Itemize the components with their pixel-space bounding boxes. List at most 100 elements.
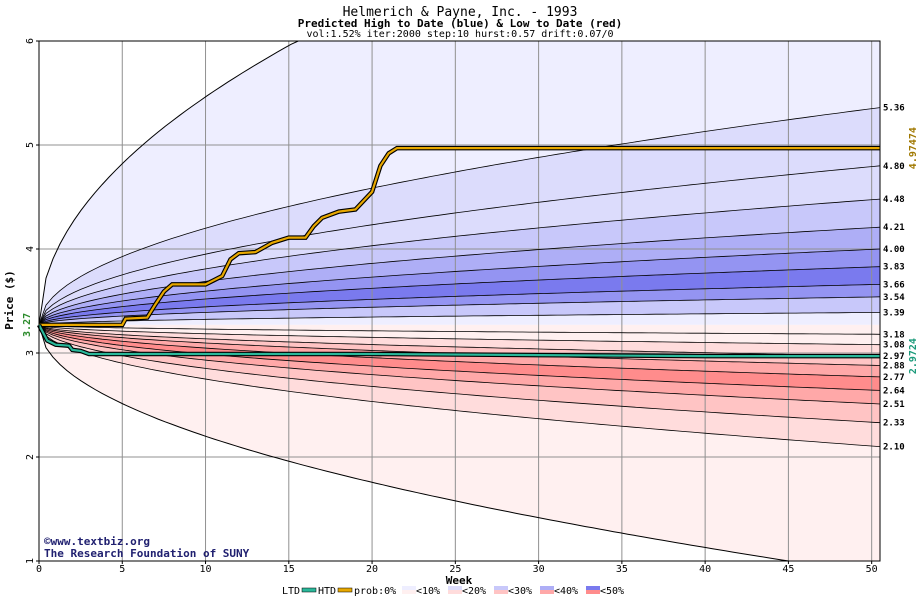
high-band <box>39 312 880 325</box>
legend-swatch-high <box>540 586 554 590</box>
y-tick-label: 5 <box>25 142 36 148</box>
legend-swatch-low <box>448 590 462 594</box>
low-quantile-line <box>38 324 881 391</box>
ltd-line <box>38 324 880 358</box>
x-tick-label: 15 <box>283 564 295 575</box>
legend-item-label: <50% <box>600 586 624 597</box>
low-quantile-line <box>38 324 881 447</box>
legend-item-label: <30% <box>508 586 532 597</box>
quantile-end-label: 2.10 <box>883 443 905 453</box>
legend-htd-label: HTD <box>318 586 336 597</box>
legend-swatch-low <box>586 590 600 594</box>
low-band <box>39 324 880 447</box>
quantile-end-label: 3.08 <box>883 341 905 351</box>
high-quantile-line <box>38 284 881 326</box>
low-quantile-line <box>38 324 881 335</box>
low-quantile-line <box>38 324 881 378</box>
high-quantile-line <box>38 198 881 326</box>
high-quantile-line <box>38 165 881 326</box>
high-band <box>39 199 880 325</box>
quantile-end-label: 3.39 <box>883 308 905 318</box>
low-band <box>39 324 880 357</box>
x-axis-label: Week <box>446 574 473 587</box>
quantile-end-label: 2.77 <box>883 373 905 383</box>
htd-line <box>39 147 880 326</box>
quantile-end-label: 3.18 <box>883 330 905 340</box>
low-band <box>39 324 880 423</box>
low-quantile-line <box>38 324 881 424</box>
quantile-end-label: 2.33 <box>883 419 905 429</box>
high-band <box>39 249 880 325</box>
high-band <box>39 284 880 325</box>
y-tick-label: 3 <box>25 350 36 356</box>
low-band <box>39 324 880 391</box>
legend-swatch-low <box>402 590 416 594</box>
high-band <box>39 227 880 325</box>
high-quantile-line <box>38 266 881 326</box>
legend-swatch-high <box>402 586 416 590</box>
watermark-org: The Research Foundation of SUNY <box>44 547 250 560</box>
quantile-end-label: 3.83 <box>883 263 905 273</box>
legend-swatch-low <box>494 590 508 594</box>
quantile-end-label: 4.80 <box>883 162 905 172</box>
legend-ltd-label: LTD <box>282 586 300 597</box>
legend-prob-label: prob:0% <box>354 586 396 597</box>
y-tick-label: 4 <box>25 246 36 252</box>
legend-htd-swatch <box>337 587 353 593</box>
legend-swatch-high <box>448 586 462 590</box>
x-tick-label: 5 <box>119 564 125 575</box>
low-band <box>39 324 880 561</box>
chart-params: vol:1.52% iter:2000 step:10 hurst:0.57 d… <box>306 29 613 40</box>
x-tick-label: 50 <box>866 564 878 575</box>
lower-envelope-line <box>38 324 880 562</box>
bands-layer <box>39 41 880 561</box>
legend-swatch-high <box>494 586 508 590</box>
quantile-end-label: 3.66 <box>883 280 905 290</box>
start-price-label: 3.27 <box>22 313 33 337</box>
series-layer <box>37 145 880 359</box>
chart-title: Helmerich & Payne, Inc. - 1993 <box>343 5 578 20</box>
low-band <box>39 324 880 335</box>
high-band <box>39 41 880 325</box>
quantile-end-label: 2.88 <box>883 361 905 371</box>
plot-frame <box>38 40 881 562</box>
legend-item-label: <40% <box>554 586 578 597</box>
low-band <box>39 324 880 404</box>
high-band <box>39 165 880 325</box>
x-tick-label: 25 <box>449 564 461 575</box>
high-band <box>39 107 880 325</box>
x-tick-label: 10 <box>200 564 212 575</box>
high-band <box>39 296 880 325</box>
quantile-end-label: 4.21 <box>883 223 905 233</box>
low-quantile-line <box>38 324 881 405</box>
legend-item-label: <20% <box>462 586 486 597</box>
y-tick-label: 1 <box>25 558 36 564</box>
chart-subtitle: Predicted High to Date (blue) & Low to D… <box>298 17 623 30</box>
y-tick-label: 2 <box>25 454 36 460</box>
high-quantile-line <box>38 107 881 326</box>
x-tick-label: 30 <box>533 564 545 575</box>
low-quantile-line <box>38 324 881 357</box>
quantile-end-label: 2.64 <box>883 386 905 396</box>
quantile-end-label: 5.36 <box>883 104 905 114</box>
quantile-end-label: 3.54 <box>883 293 905 303</box>
quantile-end-label: 4.00 <box>883 245 905 255</box>
low-band <box>39 324 880 377</box>
y-tick-label: 6 <box>25 38 36 44</box>
high-quantile-line <box>38 312 881 326</box>
quantile-end-label: 2.97 <box>883 352 905 362</box>
x-tick-label: 40 <box>699 564 711 575</box>
watermark-url: ©www.textbiz.org <box>44 535 150 548</box>
quantile-end-label: 4.48 <box>883 195 905 205</box>
quantile-end-label: 2.51 <box>883 400 905 410</box>
quantile-labels-layer: 5.36 4.80 4.48 4.21 4.00 3.83 3.66 3.54 3.39 3.18… <box>883 104 905 453</box>
high-quantile-line <box>38 296 881 326</box>
x-tick-label: 45 <box>782 564 794 575</box>
legend: LTD HTD prob:0% <10% <20% <30% <40% <50% <box>282 586 624 597</box>
htd-final-label: 4.97474 <box>908 127 919 169</box>
legend-swatch-high <box>586 586 600 590</box>
ltd-final-label: 2.9724 <box>908 338 919 374</box>
low-quantile-line <box>38 324 881 346</box>
x-tick-label: 35 <box>616 564 628 575</box>
